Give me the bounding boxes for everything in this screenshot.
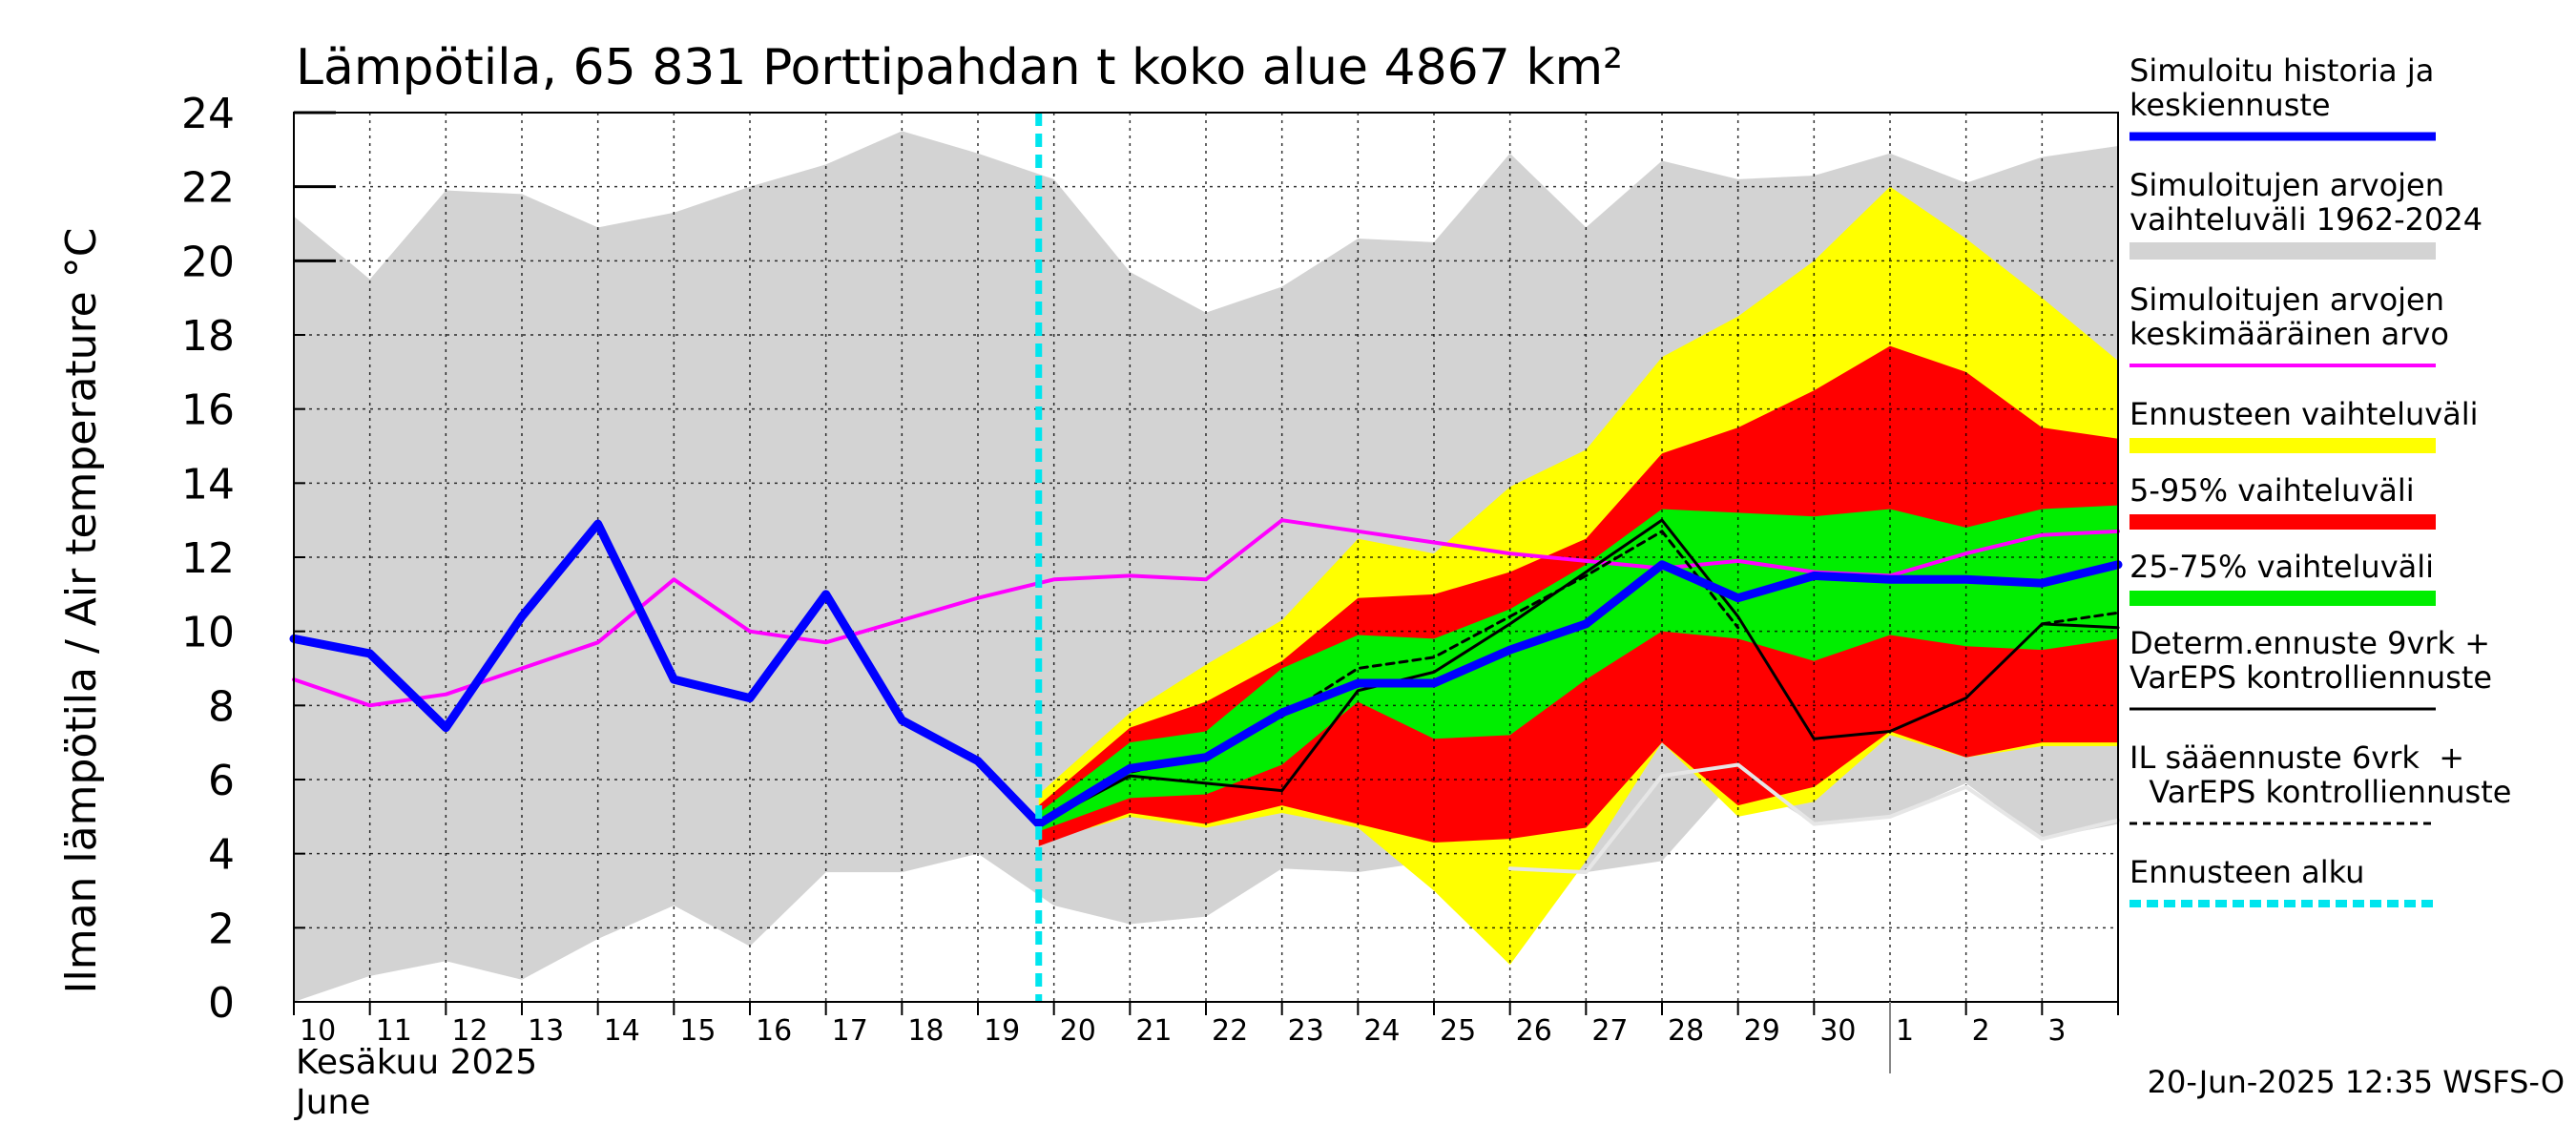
- y-tick-label: 20: [181, 238, 235, 286]
- x-tick-label: 12: [451, 1014, 488, 1048]
- x-tick-label: 25: [1440, 1014, 1476, 1048]
- series-line-simulated-history: [289, 519, 2123, 829]
- x-tick-label: 2: [1972, 1014, 1990, 1048]
- x-tick-label: 20: [1060, 1014, 1096, 1048]
- legend-label: Simuloitujen arvojen: [2129, 167, 2444, 203]
- legend-label: Determ.ennuste 9vrk +: [2129, 625, 2490, 661]
- x-tick-label: 23: [1288, 1014, 1324, 1048]
- y-tick-label: 8: [208, 682, 235, 731]
- grid-layer: [294, 113, 2118, 1002]
- legend-label: 25-75% vaihteluväli: [2129, 549, 2434, 585]
- x-tick-label: 11: [376, 1014, 412, 1048]
- month-label-fi: Kesäkuu 2025: [296, 1043, 537, 1082]
- legend-label: Ennusteen alku: [2129, 854, 2364, 890]
- y-axis-label: Ilman lämpötila / Air temperature °C: [57, 228, 106, 994]
- x-tick-label: 26: [1516, 1014, 1552, 1048]
- footer-timestamp: 20-Jun-2025 12:35 WSFS-O: [2148, 1064, 2565, 1100]
- percentile-25-75-band: [1038, 505, 2118, 832]
- x-tick-label: 3: [2047, 1014, 2066, 1048]
- x-tick-label: 27: [1591, 1014, 1628, 1048]
- y-tick-label: 18: [181, 312, 235, 361]
- line-layer: [289, 113, 2123, 1002]
- y-tick-label: 12: [181, 534, 235, 583]
- legend-label: keskiennuste: [2129, 87, 2331, 123]
- y-tick-label: 14: [181, 460, 235, 509]
- legend-label: VarEPS kontrolliennuste: [2129, 774, 2511, 810]
- legend-label: Ennusteen vaihteluväli: [2129, 396, 2479, 432]
- series-line-white: [1507, 762, 2120, 875]
- legend-label: IL sääennuste 6vrk +: [2129, 739, 2464, 776]
- series-line-deterministic-forecast: [1037, 518, 2120, 826]
- x-tick-label: 1: [1896, 1014, 1914, 1048]
- chart-title: Lämpötila, 65 831 Porttipahdan t koko al…: [296, 39, 1623, 96]
- x-tick-label: 13: [528, 1014, 564, 1048]
- series-line-il-forecast: [2040, 611, 2120, 626]
- x-tick-label: 24: [1363, 1014, 1400, 1048]
- x-tick-label: 18: [907, 1014, 944, 1048]
- x-tick-label: 30: [1819, 1014, 1856, 1048]
- y-tick-label: 0: [208, 979, 235, 1028]
- x-tick-label: 19: [984, 1014, 1020, 1048]
- x-tick-label: 10: [300, 1014, 336, 1048]
- y-tick-label: 24: [181, 90, 235, 138]
- x-tick-label: 15: [679, 1014, 716, 1048]
- legend-label: vaihteluväli 1962-2024: [2129, 201, 2483, 238]
- x-tick-label: 28: [1668, 1014, 1704, 1048]
- x-tick-label: 29: [1744, 1014, 1780, 1048]
- y-tick-label: 16: [181, 386, 235, 435]
- historical-range-band: [294, 131, 2118, 1002]
- y-tick-label: 22: [181, 164, 235, 213]
- y-tick-label: 10: [181, 609, 235, 657]
- y-tick-label: 4: [208, 831, 235, 880]
- area-layer: [294, 131, 2118, 1002]
- y-tick-label: 2: [208, 905, 235, 953]
- month-label-en: June: [294, 1083, 370, 1122]
- x-tick-label: 16: [756, 1014, 792, 1048]
- x-tick-label: 22: [1212, 1014, 1248, 1048]
- legend-label: VarEPS kontrolliennuste: [2129, 659, 2492, 696]
- legend-label: 5-95% vaihteluväli: [2129, 472, 2415, 509]
- x-tick-label: 17: [832, 1014, 868, 1048]
- x-tick-label: 21: [1135, 1014, 1172, 1048]
- x-tick-label: 14: [604, 1014, 640, 1048]
- legend-label: Simuloitujen arvojen: [2129, 281, 2444, 318]
- y-tick-label: 6: [208, 757, 235, 805]
- legend-label: keskimääräinen arvo: [2129, 316, 2449, 352]
- legend-label: Simuloitu historia ja: [2129, 52, 2434, 89]
